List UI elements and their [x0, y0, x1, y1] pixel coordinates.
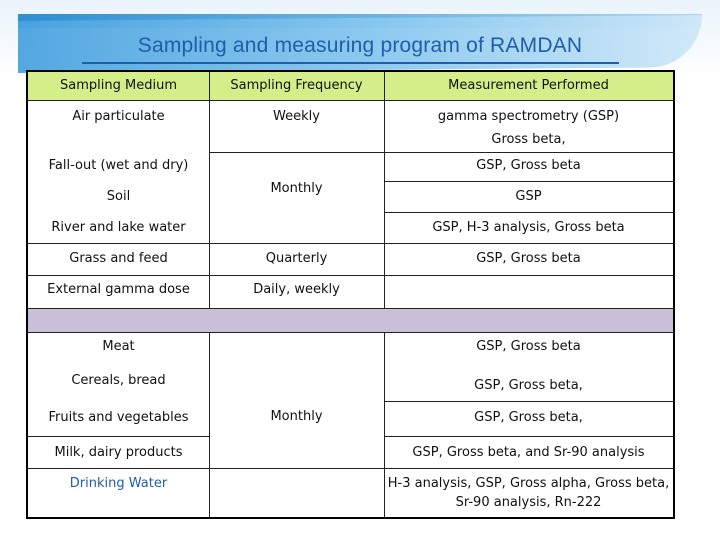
col-rule-1	[209, 72, 210, 308]
monthly-frequency-group-1: Monthly	[270, 181, 323, 196]
water-medium: Drinking Water	[69, 476, 168, 491]
grass-medium: Grass and feed	[69, 251, 168, 266]
rule-cereal-meas	[384, 401, 673, 402]
rule-fallout-meas	[384, 181, 673, 182]
page-title: Sampling and measuring program of RAMDAN	[137, 34, 583, 57]
water-measurement-line-2: Sr-90 analysis, Rn-222	[455, 495, 602, 510]
col-rule-2	[384, 72, 385, 308]
monthly-frequency-group-2: Monthly	[270, 409, 323, 424]
milk-medium: Milk, dairy products	[54, 445, 183, 460]
air-measurement-line-2: Gross beta,	[491, 132, 566, 147]
soil-measurement: GSP	[515, 189, 542, 204]
fruit-measurement: GSP, Gross beta,	[474, 410, 583, 425]
fallout-measurement: GSP, Gross beta	[476, 158, 581, 173]
soil-medium: Soil	[106, 189, 131, 204]
gamma-medium: External gamma dose	[47, 282, 190, 297]
rule-grass	[28, 275, 673, 276]
meat-medium: Meat	[102, 339, 135, 354]
cereal-medium: Cereals, bread	[71, 373, 166, 388]
river-measurement: GSP, H-3 analysis, Gross beta	[432, 220, 625, 235]
gamma-frequency: Daily, weekly	[253, 282, 340, 297]
rule-soil-meas	[384, 212, 673, 213]
air-measurement-line-1: gamma spectrometry (GSP)	[437, 109, 620, 124]
water-measurement-line-1: H-3 analysis, GSP, Gross alpha, Gross be…	[387, 476, 670, 491]
header-medium-cell	[28, 72, 209, 100]
rule-water	[28, 468, 673, 469]
rule-gamma	[28, 308, 673, 309]
title-underline	[82, 62, 619, 64]
milk-measurement: GSP, Gross beta, and Sr-90 analysis	[412, 445, 645, 460]
rule-river	[28, 243, 673, 244]
river-medium: River and lake water	[51, 220, 186, 235]
header-frequency: Sampling Frequency	[230, 78, 363, 93]
fruit-medium: Fruits and vegetables	[48, 410, 189, 425]
header-frequency-cell	[209, 72, 384, 100]
grass-measurement: GSP, Gross beta	[476, 251, 581, 266]
header-measurement: Measurement Performed	[448, 78, 609, 93]
header-medium: Sampling Medium	[60, 78, 177, 93]
rule-separator	[28, 332, 673, 333]
header-measurement-cell	[384, 72, 673, 100]
rule-header	[28, 100, 673, 101]
col-rule-1b	[209, 332, 210, 517]
air-frequency: Weekly	[273, 109, 320, 124]
col-rule-2b	[384, 332, 385, 517]
grass-frequency: Quarterly	[265, 251, 328, 266]
rule-milk	[28, 436, 209, 437]
cereal-measurement: GSP, Gross beta,	[474, 378, 583, 393]
separator-row	[28, 308, 673, 332]
air-medium: Air particulate	[72, 109, 165, 124]
fallout-medium: Fall-out (wet and dry)	[48, 158, 189, 173]
sampling-table: Sampling Medium Sampling Frequency Measu…	[26, 70, 675, 519]
meat-measurement: GSP, Gross beta	[476, 339, 581, 354]
rule-air	[209, 152, 673, 153]
rule-fruit-meas	[384, 436, 673, 437]
